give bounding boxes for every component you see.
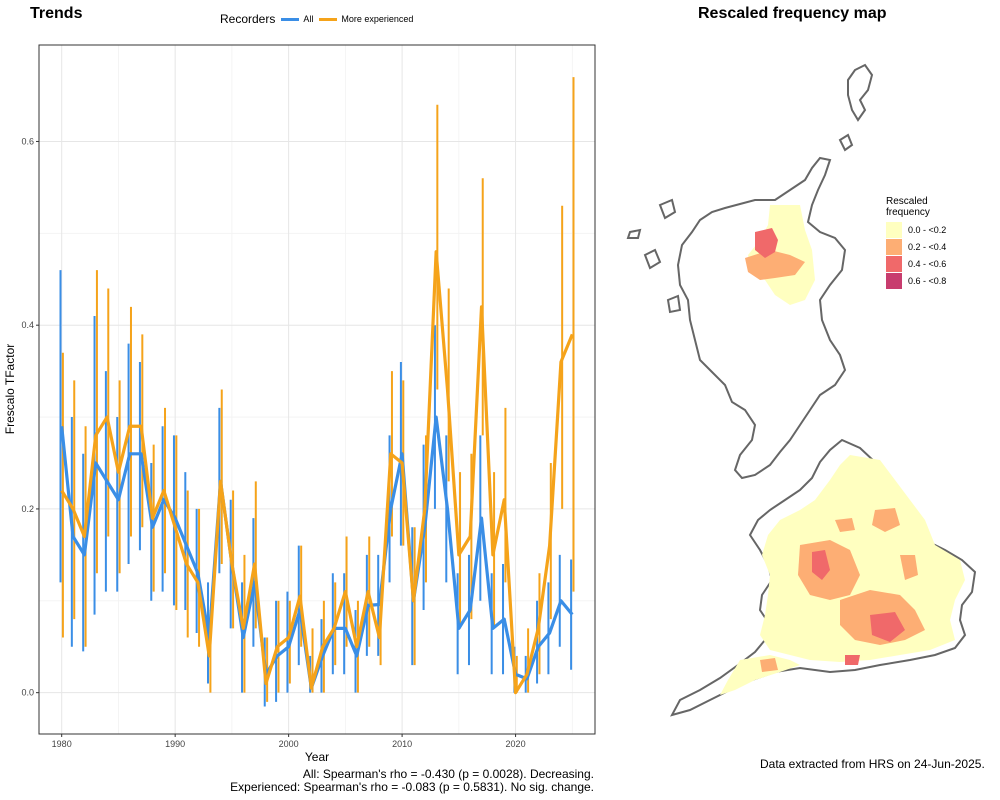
y-tick-label: 0.2 [21,504,34,514]
map-legend-item: 0.2 - <0.4 [886,238,946,255]
freq-area-scotland-high [755,228,778,258]
trend-chart: 0.0 0.2 0.4 0.6 1980 1990 2000 2010 2020 Year Fr… [3,44,596,764]
freq-area-southwest-mid [760,658,778,672]
x-tick-label: 2000 [279,739,299,749]
map-legend-title-line2: frequency [886,207,930,218]
map-legend-label: 0.2 - <0.4 [908,241,947,252]
legend-label-all: All [303,14,314,24]
x-tick-label: 2020 [506,739,526,749]
x-tick-label: 2010 [392,739,412,749]
x-tick-label: 1990 [165,739,185,749]
freq-area-midlands-high [812,550,830,580]
map-legend-swatch [886,221,902,238]
freq-area-south-high [845,612,905,665]
y-tick-label: 0.0 [21,688,34,698]
y-axis-label: Frescalo TFactor [3,344,17,434]
trends-title: Trends [30,5,83,22]
map-legend-label: 0.6 - <0.8 [908,275,947,286]
stats-all: All: Spearman's rho = -0.430 (p = 0.0028… [302,767,594,781]
legend-swatch-all [281,17,300,21]
x-axis-label: Year [305,750,329,764]
chart-legend: Recorders All More experienced [220,12,413,26]
chart-axes: 0.0 0.2 0.4 0.6 1980 1990 2000 2010 2020 [21,136,525,749]
y-tick-label: 0.4 [21,320,34,330]
stats-experienced: Experienced: Spearman's rho = -0.083 (p … [230,780,594,794]
map-legend-item: 0.4 - <0.6 [886,255,946,272]
y-tick-label: 0.6 [21,136,34,146]
map-legend: Rescaled frequency 0.0 - <0.2 0.2 - <0.4 0… [886,196,946,289]
map-legend-label: 0.0 - <0.2 [908,224,947,235]
data-source-note: Data extracted from HRS on 24-Jun-2025. [760,757,985,771]
map-legend-swatch [886,238,902,255]
legend-swatch-experienced [319,17,338,21]
map-legend-swatch [886,255,902,272]
trend-statistics: All: Spearman's rho = -0.430 (p = 0.0028… [230,768,594,794]
freq-area-east-mid [835,508,918,580]
map-legend-title: Rescaled frequency [886,196,946,218]
map-legend-label: 0.4 - <0.6 [908,258,947,269]
legend-title: Recorders [220,12,276,26]
map-outline-islands-north [838,63,874,152]
x-tick-label: 1980 [52,739,72,749]
map-frequency-cells [720,205,965,695]
legend-label-experienced: More experienced [341,14,414,24]
map-title: Rescaled frequency map [698,5,887,22]
freq-area-southwest-low [720,655,800,695]
freq-area-scotland-mid [745,250,805,280]
map-legend-item: 0.0 - <0.2 [886,221,946,238]
map-legend-item: 0.6 - <0.8 [886,272,946,289]
series-lines [60,250,574,695]
plot-frame [38,44,596,735]
legend-item-experienced: More experienced [319,14,413,24]
map-outline-islands-west [626,198,682,314]
map-outline-scotland [676,156,847,480]
legend-item-all: All [281,14,313,24]
map-legend-title-line1: Rescaled [886,196,928,207]
series-line-experienced [60,250,574,695]
map-legend-swatch [886,272,902,289]
